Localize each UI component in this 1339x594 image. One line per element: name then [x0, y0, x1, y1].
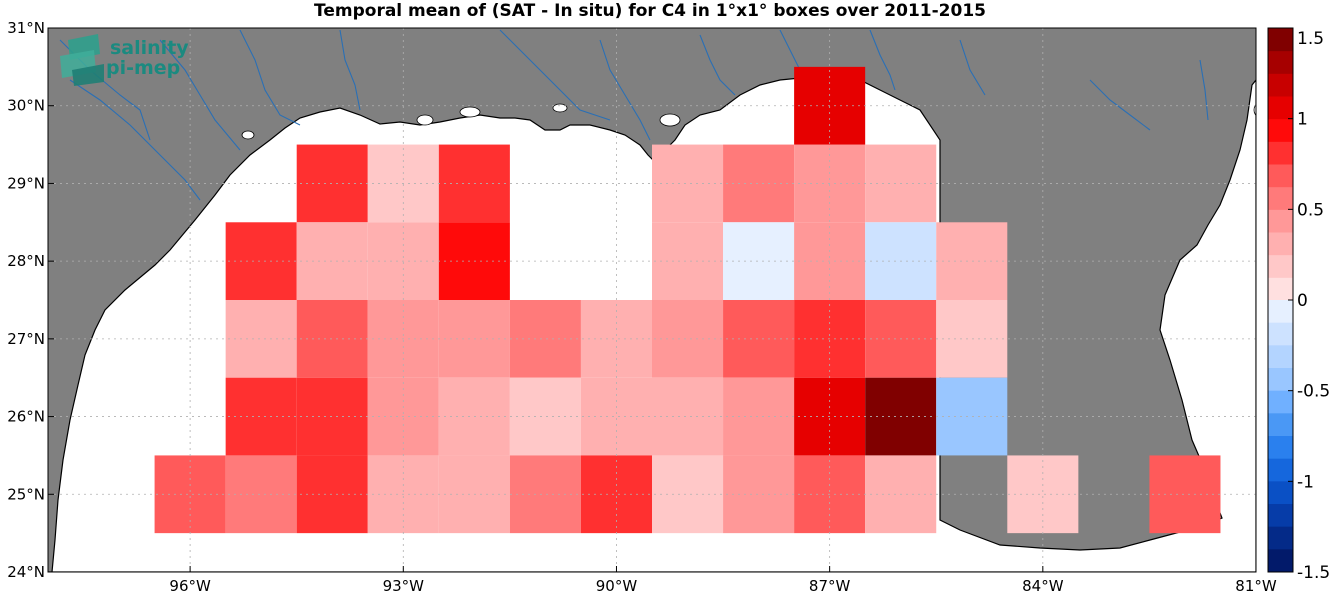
data-cell: [723, 222, 795, 300]
y-tick-labels: 24°N 25°N 26°N 27°N 28°N 29°N 30°N 31°N: [7, 19, 54, 581]
colorbar-tick-label: 0.5: [1297, 200, 1324, 220]
data-cell: [509, 300, 581, 378]
colorbar-segment: [1268, 96, 1293, 120]
data-cell: [509, 455, 581, 534]
map-title: Temporal mean of (SAT - In situ) for C4 …: [314, 1, 986, 21]
colorbar-segment: [1268, 300, 1293, 324]
colorbar-segment: [1268, 549, 1293, 573]
data-cell: [652, 300, 724, 378]
colorbar-tick-label: 0: [1297, 291, 1308, 311]
colorbar-segment: [1268, 504, 1293, 528]
y-tick-label: 28°N: [7, 252, 45, 270]
lakes: [241, 103, 1256, 140]
colorbar-segment: [1268, 526, 1293, 550]
y-tick-label: 27°N: [7, 330, 45, 348]
colorbar-segment: [1268, 141, 1293, 165]
x-tick-label: 96°W: [169, 577, 211, 594]
river-line: [159, 39, 241, 151]
data-cell: [225, 300, 297, 378]
x-tick-label: 81°W: [1235, 577, 1277, 594]
y-tick-label: 31°N: [7, 19, 45, 37]
colorbar-segment: [1268, 73, 1293, 97]
lake: [241, 130, 255, 140]
logo-line2: pi-mep: [106, 57, 180, 79]
data-cell: [723, 455, 795, 534]
colorbar-tick-label: -0.5: [1297, 382, 1330, 402]
river-line: [959, 39, 986, 96]
data-cell: [652, 377, 724, 456]
colorbar-segment: [1268, 458, 1293, 482]
colorbar-segment: [1268, 28, 1293, 52]
colorbar-segment: [1268, 50, 1293, 74]
salinity-pi-mep-logo: salinity pi-mep: [60, 34, 189, 86]
lake: [659, 113, 681, 127]
colorbar-segment: [1268, 209, 1293, 233]
x-tick-label: 93°W: [383, 577, 425, 594]
river-line: [339, 29, 361, 111]
colorbar: [1267, 27, 1294, 573]
logo-line1: salinity: [110, 37, 189, 59]
y-tick-label: 30°N: [7, 97, 45, 115]
data-cell: [723, 144, 795, 223]
river-line: [239, 29, 301, 126]
colorbar-tick-label: -1.5: [1297, 563, 1330, 583]
colorbar-segment: [1268, 164, 1293, 188]
y-tick-label: 25°N: [7, 485, 45, 503]
data-cell: [225, 455, 297, 534]
colorbar-segment: [1268, 436, 1293, 460]
river-line: [499, 29, 611, 121]
colorbar-tick-labels: 1.5 1 0.5 0 -0.5 -1 -1.5: [1288, 27, 1330, 583]
lake: [552, 103, 568, 113]
data-cells: [154, 66, 1221, 534]
colorbar-segment: [1268, 232, 1293, 256]
colorbar-segment: [1268, 390, 1293, 414]
y-tick-label: 29°N: [7, 174, 45, 192]
y-tick-label: 26°N: [7, 408, 45, 426]
data-cell: [652, 455, 724, 534]
colorbar-segment: [1268, 481, 1293, 505]
logo-mark-icon: [60, 34, 104, 86]
colorbar-tick-label: 1.5: [1297, 29, 1324, 49]
colorbar-segment: [1268, 345, 1293, 369]
data-cell: [652, 144, 724, 223]
data-cell: [225, 377, 297, 456]
colorbar-segment: [1268, 413, 1293, 437]
colorbar-tick-label: -1: [1297, 472, 1314, 492]
river-line: [1089, 79, 1151, 131]
data-cell: [225, 222, 297, 300]
colorbar-segment: [1268, 186, 1293, 210]
x-tick-label: 90°W: [596, 577, 638, 594]
river-line: [869, 29, 896, 91]
colorbar-segment: [1268, 322, 1293, 346]
data-cell: [723, 377, 795, 456]
lake: [459, 106, 481, 118]
colorbar-segment: [1268, 254, 1293, 278]
colorbar-segment: [1268, 368, 1293, 392]
data-cell: [652, 222, 724, 300]
x-tick-label: 84°W: [1022, 577, 1064, 594]
data-cell: [509, 377, 581, 456]
colorbar-tick-label: 1: [1297, 110, 1308, 130]
river-line: [599, 39, 651, 141]
colorbar-segment: [1268, 277, 1293, 301]
lake: [416, 114, 434, 126]
map-frame: [47, 27, 1257, 573]
colorbar-segment: [1268, 118, 1293, 142]
x-tick-labels: 96°W 93°W 90°W 87°W 84°W 81°W: [169, 566, 1277, 594]
data-cell: [1149, 455, 1221, 534]
y-tick-label: 24°N: [7, 563, 45, 581]
river-line: [1199, 59, 1209, 121]
x-tick-label: 87°W: [809, 577, 851, 594]
river-line: [699, 34, 736, 96]
data-cell: [723, 300, 795, 378]
